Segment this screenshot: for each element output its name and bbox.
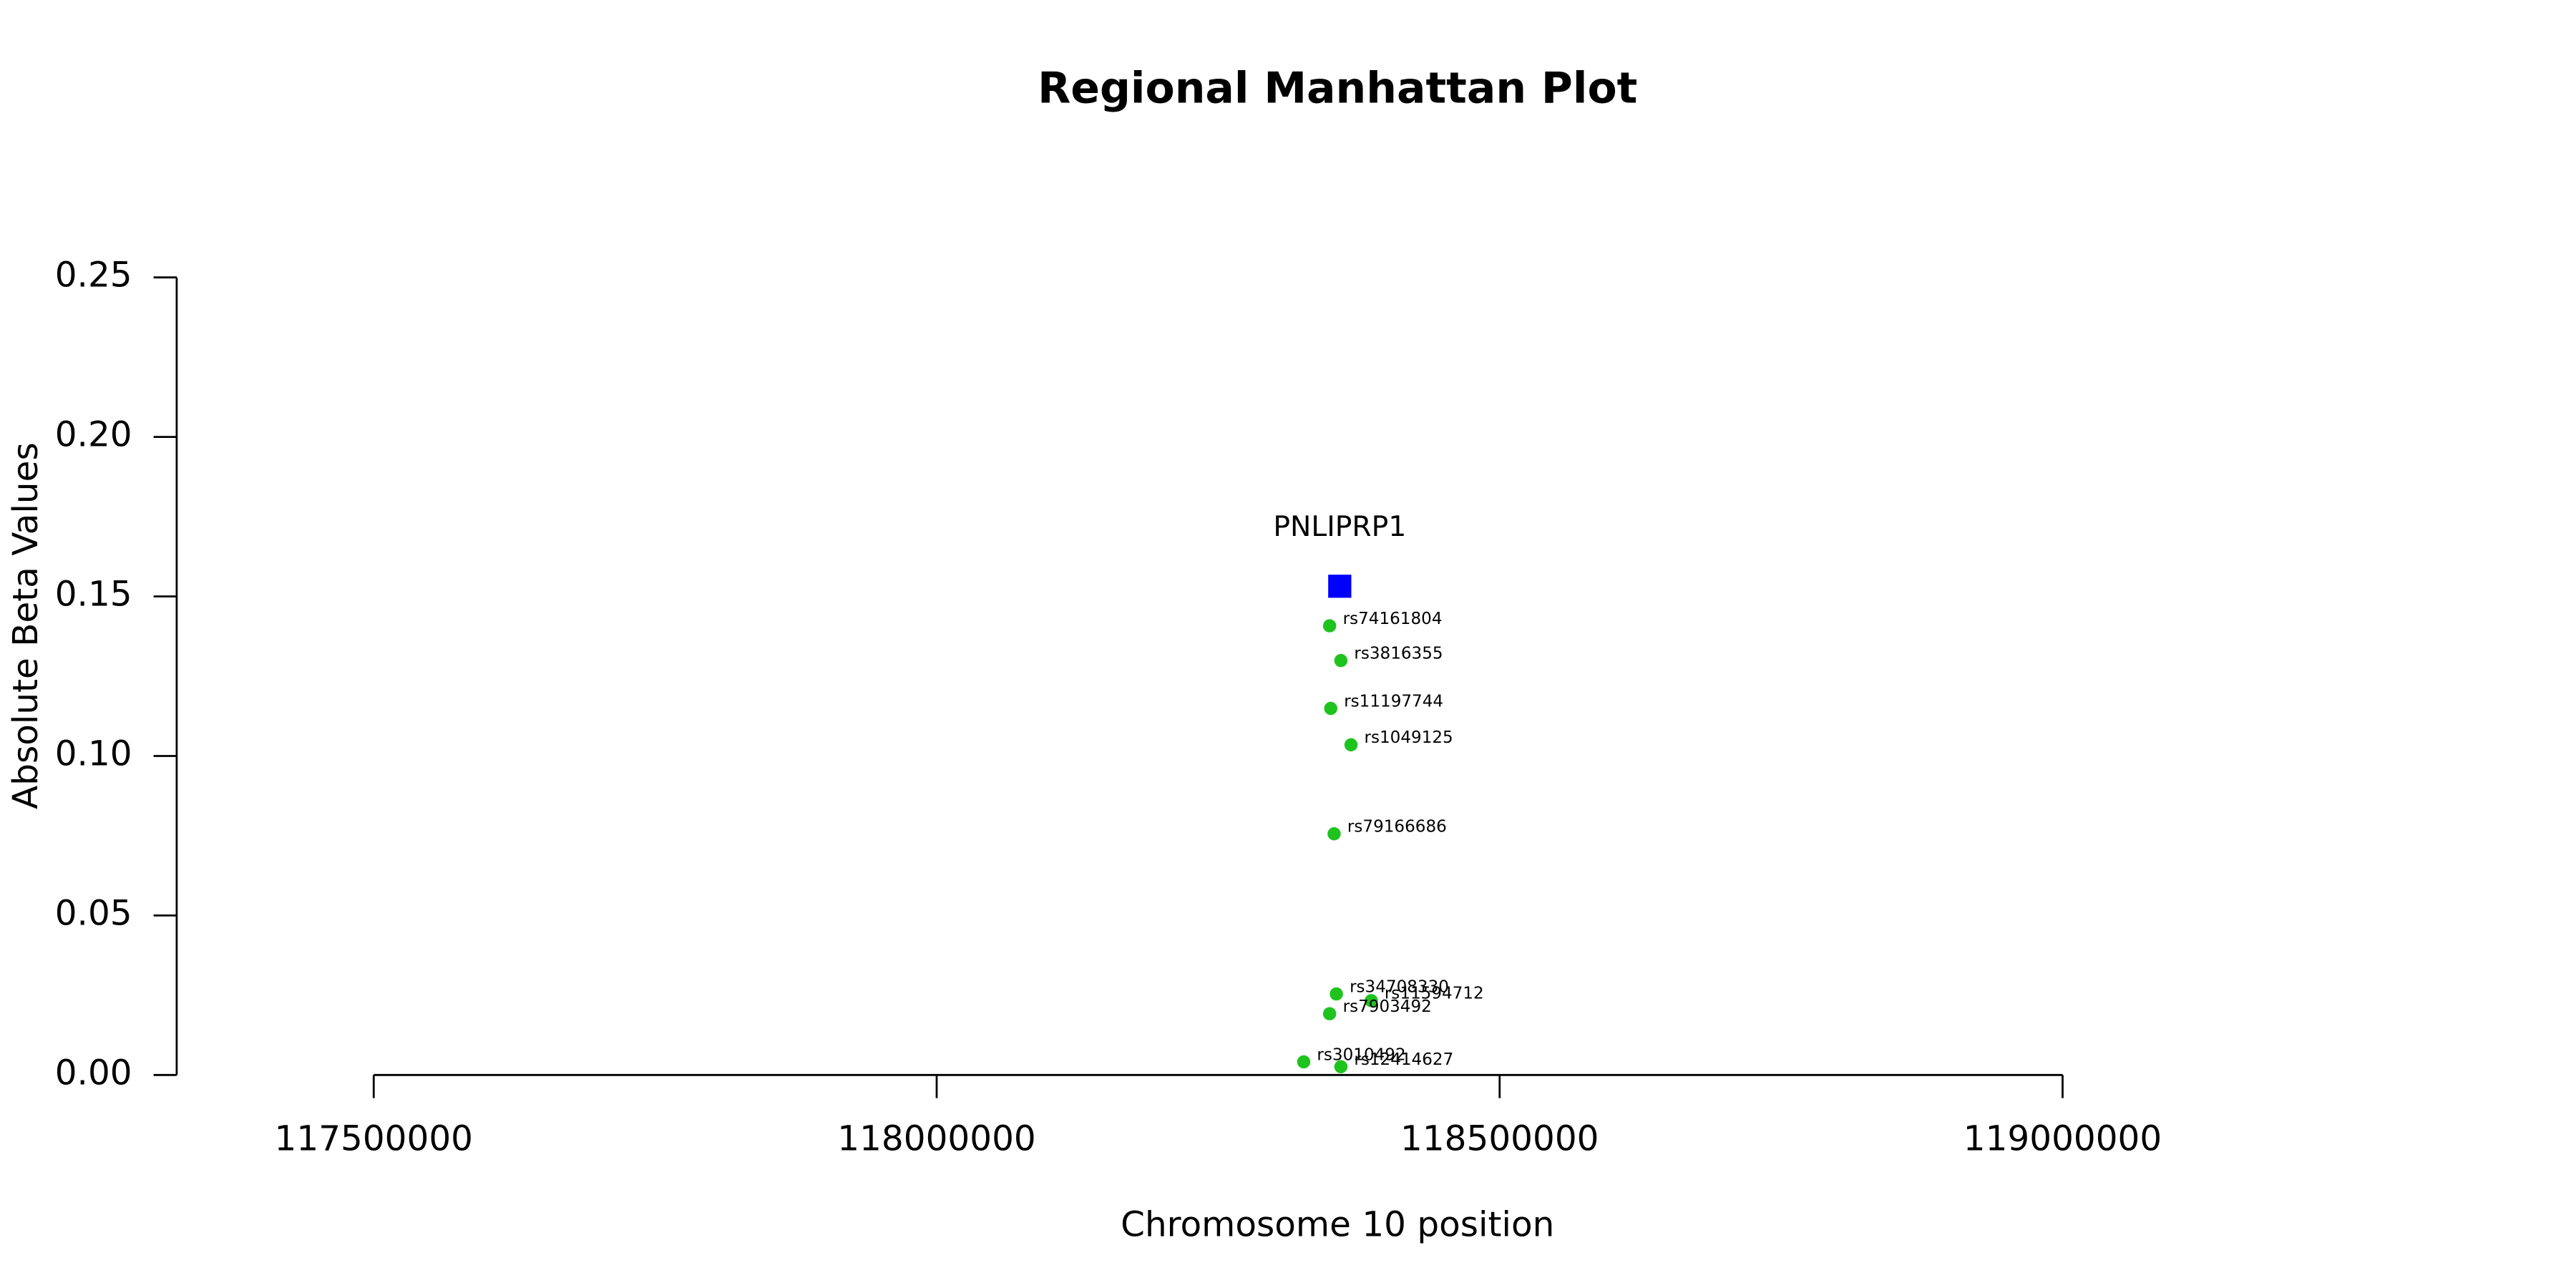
snp-label: rs34708330 xyxy=(1350,977,1449,996)
snp-point xyxy=(1327,827,1341,841)
x-tick-label: 119000000 xyxy=(1963,1119,2162,1159)
y-tick-label: 0.20 xyxy=(55,415,132,455)
x-tick-label: 118000000 xyxy=(837,1119,1035,1159)
x-tick-label: 118500000 xyxy=(1400,1119,1599,1159)
gene-point xyxy=(1328,575,1352,598)
chart-title: Regional Manhattan Plot xyxy=(1038,64,1637,114)
snp-point xyxy=(1334,653,1348,668)
y-tick-label: 0.25 xyxy=(55,255,132,296)
snp-point xyxy=(1324,701,1337,716)
snp-point xyxy=(1344,738,1358,752)
snp-point xyxy=(1365,994,1378,1008)
snp-point xyxy=(1330,987,1343,1001)
snp-point xyxy=(1322,619,1337,633)
snp-label: rs3816355 xyxy=(1354,644,1443,663)
snp-point xyxy=(1297,1055,1311,1069)
gene-label: PNLIPRP1 xyxy=(1273,511,1406,543)
y-tick-label: 0.10 xyxy=(55,733,132,774)
y-tick-label: 0.00 xyxy=(55,1053,132,1093)
snp-label: rs12414627 xyxy=(1354,1050,1453,1069)
snp-label: rs11594712 xyxy=(1385,985,1484,1003)
snp-label: rs1049125 xyxy=(1365,728,1453,747)
x-tick-label: 117500000 xyxy=(275,1119,473,1159)
y-tick-label: 0.05 xyxy=(55,893,132,933)
snp-label: rs3010492 xyxy=(1317,1045,1405,1064)
snp-label: rs74161804 xyxy=(1343,610,1443,628)
snp-label: rs11197744 xyxy=(1344,692,1443,711)
snp-point xyxy=(1322,1007,1337,1020)
snp-label: rs79166686 xyxy=(1347,818,1447,836)
snp-point xyxy=(1334,1060,1348,1073)
snp-label: rs7903492 xyxy=(1343,997,1432,1016)
y-axis-label: Absolute Beta Values xyxy=(6,442,46,809)
x-axis-label: Chromosome 10 position xyxy=(1121,1205,1554,1245)
y-tick-label: 0.15 xyxy=(55,575,132,615)
